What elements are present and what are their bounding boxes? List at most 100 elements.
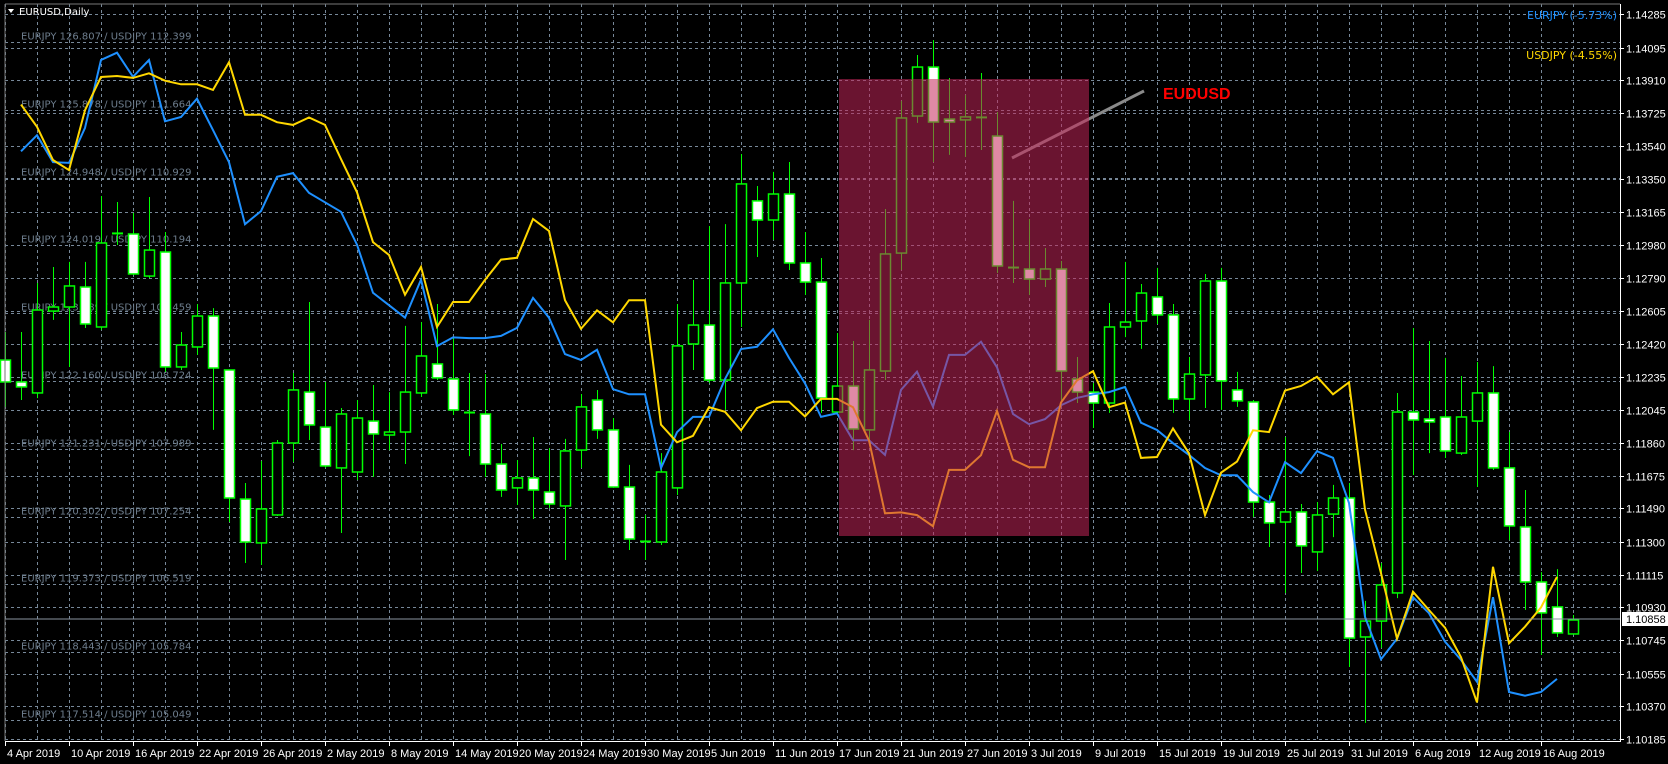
candle <box>175 331 188 370</box>
candle-body-bear <box>239 498 252 543</box>
time-tick-label: 20 May 2019 <box>519 748 583 760</box>
price-tick-label: 1.10745 <box>1626 636 1666 648</box>
price-tick-label: 1.12980 <box>1626 241 1666 253</box>
candle-body-bear <box>527 477 540 491</box>
price-axis[interactable]: 1.14285 1.14095 1.13910 1.13725 1.13540 1.133… <box>1620 10 1666 747</box>
candle-body-bull <box>47 306 60 312</box>
candle <box>640 514 651 561</box>
candle <box>1311 502 1324 572</box>
candle-body-bull <box>1471 392 1484 422</box>
candle <box>1551 569 1564 637</box>
candle <box>399 325 412 465</box>
candle-body-bear <box>607 429 620 488</box>
current-price-box <box>1622 612 1668 626</box>
candle <box>1455 375 1468 456</box>
candle-body-bull <box>655 471 668 543</box>
overlay-scale-label: EURJPY 117.514 / USDJPY 105.049 <box>21 710 191 721</box>
overlay-scale-label: EURJPY 124.019 / USDJPY 110.194 <box>21 235 191 246</box>
candle <box>351 400 364 480</box>
candle-body-bear <box>1215 280 1228 382</box>
time-axis[interactable]: 4 Apr 2019 10 Apr 2019 16 Apr 2019 22 Apr 2… <box>5 741 1605 760</box>
candle-body-bear <box>799 262 812 283</box>
candle-body-bear <box>1551 606 1564 634</box>
time-tick-label: 9 Jul 2019 <box>1095 748 1146 760</box>
candle-body-bull <box>1455 416 1468 454</box>
candle <box>1295 503 1308 573</box>
candle <box>191 304 204 355</box>
triangle-down-icon[interactable] <box>8 9 14 13</box>
candle <box>95 195 108 330</box>
candle-body-bear <box>1247 401 1260 503</box>
candle-body-bear <box>431 363 444 379</box>
annotation-label[interactable]: EUDUSD <box>1163 86 1231 103</box>
candle <box>559 438 572 561</box>
candle <box>335 407 348 533</box>
time-tick-label: 31 Jul 2019 <box>1351 748 1408 760</box>
candle-body-bear <box>207 315 220 369</box>
time-tick-label: 15 Jul 2019 <box>1159 748 1216 760</box>
candle-body-bear <box>1295 511 1308 547</box>
candle-body-bull <box>1135 292 1148 322</box>
candle-body-bear <box>1151 296 1164 316</box>
candle-body-bear <box>367 420 380 435</box>
chart-title: EURUSD,Daily <box>19 7 90 18</box>
candle-body-bear <box>127 233 140 275</box>
candle-body-bull <box>1327 497 1340 515</box>
time-tick-label: 24 May 2019 <box>583 748 647 760</box>
candle <box>1503 432 1516 541</box>
time-tick-label: 4 Apr 2019 <box>7 748 60 760</box>
overlay-lines <box>20 51 1558 703</box>
overlay-scale-label: EURJPY 126.807 / USDJPY 112.399 <box>21 32 191 43</box>
candle-body-bull <box>383 431 396 436</box>
candle <box>31 282 44 399</box>
overlay-scale-label: EURJPY 125.878 / USDJPY 111.664 <box>21 100 191 111</box>
candle <box>271 439 284 517</box>
candle <box>447 337 460 416</box>
highlight-rectangle[interactable] <box>839 79 1089 536</box>
candle <box>575 394 588 468</box>
candle <box>127 212 140 276</box>
price-tick-label: 1.12790 <box>1626 274 1666 286</box>
candle <box>1567 615 1580 635</box>
price-tick-label: 1.13910 <box>1626 76 1666 88</box>
candle <box>527 436 540 520</box>
candle <box>1407 328 1420 475</box>
price-tick-label: 1.11490 <box>1626 504 1665 516</box>
time-tick-label: 30 May 2019 <box>647 748 711 760</box>
overlay-scale-labels: EURJPY 126.807 / USDJPY 112.399 EURJPY 12… <box>21 32 191 721</box>
candle <box>703 226 716 384</box>
candle <box>767 171 780 240</box>
candle <box>431 304 444 381</box>
price-tick-label: 1.13540 <box>1626 142 1666 154</box>
candle-body-bull <box>1119 321 1132 328</box>
candle-body-bear <box>79 286 92 325</box>
candle-body-bear <box>447 378 460 411</box>
candle <box>415 322 428 398</box>
time-tick-label: 11 Jun 2019 <box>775 748 835 760</box>
time-tick-label: 2 May 2019 <box>327 748 384 760</box>
candle-body-bull <box>575 406 588 451</box>
candle <box>1327 484 1340 538</box>
overlay-scale-label: EURJPY 118.443 / USDJPY 105.784 <box>21 642 191 653</box>
candle <box>1423 340 1436 454</box>
overlay-scale-label: EURJPY 122.160 / USDJPY 108.724 <box>21 371 191 382</box>
time-tick-label: 19 Jul 2019 <box>1223 748 1280 760</box>
candle <box>255 461 268 566</box>
candle <box>671 304 684 495</box>
candle-body-bear <box>319 426 332 467</box>
candle-body-bear <box>1407 411 1420 421</box>
candle <box>1519 490 1532 610</box>
candle <box>1135 284 1148 349</box>
candle-body-bear <box>1167 314 1180 400</box>
candle <box>1167 304 1180 413</box>
candle-body-bear <box>623 486 636 540</box>
candle-body-bull <box>191 315 204 348</box>
candle-body-bull <box>735 183 748 284</box>
candle-body-bear <box>703 324 716 381</box>
candle-body-bull <box>687 324 700 345</box>
candle <box>607 418 620 488</box>
candle <box>303 302 316 440</box>
price-tick-label: 1.11675 <box>1626 472 1665 484</box>
candle-body-bear <box>1231 389 1244 402</box>
